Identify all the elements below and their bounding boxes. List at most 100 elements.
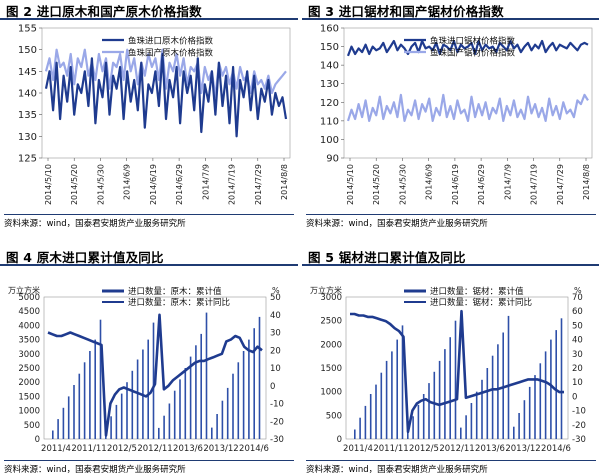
chart-fig4: 万立方米 %05001000150020002500300035004000450… [8, 285, 284, 454]
bar [385, 360, 388, 439]
bar [396, 339, 398, 439]
y-tick-label-right: 50 [572, 321, 583, 331]
x-tick-label: 2014/7/29 [254, 164, 263, 205]
bar [428, 383, 430, 439]
x-tick-label: 2012/5 [409, 444, 439, 454]
series-line [44, 52, 288, 138]
bar [179, 379, 181, 439]
bar [523, 400, 526, 439]
bar [189, 356, 192, 439]
y-tick-label: 145 [18, 67, 37, 78]
bar [465, 415, 467, 439]
x-tick-label: 2014/5/20 [70, 164, 79, 205]
series-line [47, 313, 263, 437]
bar [518, 413, 520, 439]
bar [147, 339, 149, 439]
x-tick-label: 2014/6/29 [477, 164, 486, 205]
y-tick-label-left: 3000 [18, 350, 40, 360]
y-tick-label: 150 [320, 42, 339, 53]
chart-panel-fig4: 图 4 原木进口累计值及同比 万立方米% 0 500 1000 1500 2000 2500… [0, 246, 298, 475]
legend-label: 进口数量：锯材：累计值 [430, 286, 524, 297]
x-tick-label: 2012/11 [439, 444, 474, 454]
bar [89, 351, 91, 439]
bar [78, 373, 81, 439]
bar [534, 375, 536, 439]
bar [62, 407, 65, 439]
bar [248, 339, 250, 439]
chart-fig5: 万立方米 % 0 500 1000 1500 2000 2500 3000 -30 -20 -10 0 1… [310, 285, 586, 454]
y-tick-label-left: 2000 [320, 340, 342, 350]
bar [502, 332, 504, 439]
x-tick-label: 2014/7/9 [201, 164, 210, 200]
title-bar: 图 3 进口锯材和国产锯材价格指数 [302, 0, 599, 20]
y-tick-label: 140 [320, 61, 339, 72]
bar [486, 368, 489, 439]
bar [94, 339, 96, 439]
title-bar: 图 2 进口原木和国产原木价格指数 [0, 0, 298, 20]
x-tick-label: 2014/7/9 [503, 164, 512, 200]
bar [369, 394, 372, 439]
y-tick-label-left: 4000 [18, 321, 40, 331]
chart-panel-fig2: 图 2 进口原木和国产原木价格指数 125 130 135 140 145 150 155 2… [0, 0, 298, 232]
y-tick-label-left: 3000 [320, 293, 342, 303]
bar [391, 351, 393, 439]
bar [110, 416, 112, 439]
bar [67, 396, 70, 439]
y-tick-label-left: 5000 [18, 293, 40, 303]
plot-frame [343, 27, 593, 159]
x-tick-label: 2011/4 [41, 444, 71, 454]
x-tick-label: 2014/5/30 [398, 164, 407, 205]
bar [73, 385, 75, 439]
bar [550, 339, 552, 439]
x-tick-label: 2014/6/9 [425, 164, 434, 200]
bar [417, 404, 420, 439]
chart-title: 图 2 进口原木和国产原木价格指数 [6, 4, 202, 19]
legend-label: 进口数量：原木：累计同比 [128, 297, 230, 308]
bar [555, 330, 557, 439]
y-tick-label: 110 [320, 116, 339, 127]
y-axis-label-right: % [272, 286, 280, 295]
y-tick-label-right: 30 [572, 350, 583, 360]
bar [375, 384, 377, 439]
y-tick-label-left: 2500 [18, 364, 40, 374]
bar [221, 400, 224, 439]
bar [242, 351, 245, 439]
bar [168, 403, 171, 439]
bar [253, 328, 255, 439]
y-tick-label-right: 70 [572, 293, 583, 303]
y-tick-label-left: 1500 [18, 392, 40, 402]
x-tick-label: 2014/5/20 [372, 164, 381, 205]
y-tick-label: 140 [18, 89, 37, 100]
bar [528, 386, 531, 439]
y-tick-label-right: -10 [270, 400, 284, 410]
x-tick-label: 2014/7/19 [530, 164, 539, 205]
bar [470, 403, 473, 439]
chart-panel-fig5: 图 5 锯材进口累计值及同比 万立方米% 0 500 1000 1500 2000 2500… [302, 246, 599, 475]
y-tick-label-right: 50 [270, 293, 281, 303]
series-line [346, 93, 589, 123]
bar [163, 415, 165, 439]
bar [364, 405, 367, 439]
bar [173, 390, 176, 439]
y-tick-label-right: -30 [270, 435, 284, 445]
y-tick-label: 155 [18, 24, 37, 35]
bar [359, 417, 361, 439]
x-tick-label: 2014/6 [541, 444, 571, 454]
y-tick-label-right: -10 [572, 407, 586, 417]
bar [544, 351, 547, 439]
legend-label: 鱼珠进口锯材价格指数 [430, 36, 516, 47]
x-tick-label: 2013/12 [203, 444, 238, 454]
bar [539, 363, 542, 439]
y-tick-label-right: 10 [572, 378, 583, 388]
bar [507, 315, 510, 439]
bar [444, 349, 446, 439]
x-tick-label: 2011/4 [343, 444, 373, 454]
legend-label: 鱼珠国产锯材价格指数 [430, 48, 516, 59]
y-tick-label: 120 [320, 98, 339, 109]
y-tick-label: 125 [18, 154, 37, 165]
bar [216, 414, 218, 439]
x-tick-label: 2014/8/8 [582, 164, 591, 200]
chart-title: 图 3 进口锯材和国产锯材价格指数 [308, 4, 504, 19]
bar [475, 391, 478, 439]
